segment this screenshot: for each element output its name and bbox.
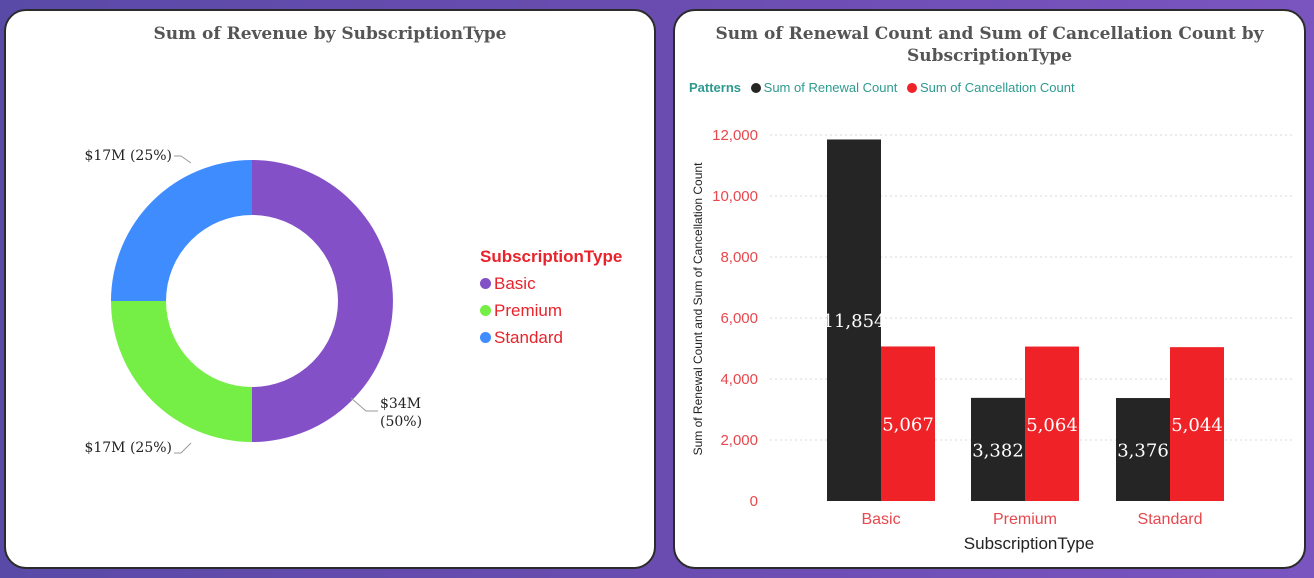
y-axis-label: Sum of Renewal Count and Sum of Cancella… xyxy=(691,162,705,456)
leader-line-premium xyxy=(174,442,192,454)
legend-label-premium: Premium xyxy=(494,301,563,320)
donut-legend: SubscriptionType Basic Premium Standard xyxy=(480,247,622,355)
legend-dot-cancellation xyxy=(906,83,917,93)
bar-cancellation-basic[interactable] xyxy=(881,346,935,501)
legend-label-standard: Standard xyxy=(494,328,563,347)
legend-dot-standard xyxy=(480,332,491,343)
bar-chart: 0 2,000 4,000 6,000 8,000 10,000 12,000 Sum of … xyxy=(691,127,1295,553)
legend-item-standard[interactable]: Standard xyxy=(480,328,622,348)
data-label-premium: $17M (25%) xyxy=(84,440,172,456)
x-tick-label-basic: Basic xyxy=(861,511,900,528)
leader-line-basic xyxy=(350,397,378,412)
x-tick-label-standard: Standard xyxy=(1138,511,1203,528)
renewal-cancellation-bar-card: Sum of Renewal Count and Sum of Cancella… xyxy=(673,9,1306,569)
bar-value-label: 5,044 xyxy=(1171,415,1223,436)
x-tick-label-premium: Premium xyxy=(993,511,1057,528)
bar-value-label: 3,382 xyxy=(972,440,1024,461)
y-tick-label: 6,000 xyxy=(720,310,758,327)
donut-legend-title: SubscriptionType xyxy=(480,247,623,266)
y-tick-label: 0 xyxy=(750,493,758,510)
y-tick-label: 8,000 xyxy=(720,249,758,266)
legend-dot-renewal xyxy=(750,83,761,93)
legend-item-premium[interactable]: Premium xyxy=(480,301,622,321)
x-axis-label: SubscriptionType xyxy=(964,534,1094,553)
legend-item-basic[interactable]: Basic xyxy=(480,274,622,294)
bar-renewal-standard[interactable] xyxy=(1116,398,1170,501)
data-label-basic: $34M xyxy=(380,396,421,412)
bar-legend-title: Patterns xyxy=(689,80,742,95)
data-label-basic-pct: (50%) xyxy=(380,414,422,430)
y-tick-label: 10,000 xyxy=(712,188,758,205)
bar-cancellation-premium[interactable] xyxy=(1025,346,1079,501)
donut-slice-premium[interactable] xyxy=(111,301,252,442)
data-label-standard: $17M (25%) xyxy=(84,148,172,164)
bar-value-label: 5,064 xyxy=(1026,415,1078,436)
revenue-donut-card: Sum of Revenue by SubscriptionType $34M (… xyxy=(4,9,656,569)
bar-cancellation-standard[interactable] xyxy=(1170,347,1224,501)
bar-renewal-basic[interactable] xyxy=(827,139,881,501)
legend-label-renewal: Sum of Renewal Count xyxy=(763,80,898,95)
legend-dot-basic xyxy=(480,278,491,289)
y-tick-label: 2,000 xyxy=(720,432,758,449)
legend-item-cancellation[interactable]: Sum of Cancellation Count xyxy=(906,80,1075,95)
legend-label-cancellation: Sum of Cancellation Count xyxy=(919,80,1075,95)
bar-renewal-premium[interactable] xyxy=(971,397,1025,501)
bar-value-label: 3,376 xyxy=(1117,441,1169,462)
legend-label-basic: Basic xyxy=(494,274,536,293)
legend-dot-premium xyxy=(480,305,491,316)
bar-legend: Patterns Sum of Renewal Count Sum of Can… xyxy=(689,80,1081,95)
donut-slice-standard[interactable] xyxy=(111,160,252,301)
donut-chart: $34M (50%) $17M (25%) $17M (25%) xyxy=(84,148,422,456)
y-tick-label: 12,000 xyxy=(712,127,758,144)
y-tick-label: 4,000 xyxy=(720,371,758,388)
bar-value-label: 11,854 xyxy=(823,311,886,332)
bar-chart-title: Sum of Renewal Count and Sum of Cancella… xyxy=(715,24,1264,66)
donut-slice-basic[interactable] xyxy=(252,160,393,442)
bar-value-label: 5,067 xyxy=(882,415,934,436)
legend-item-renewal[interactable]: Sum of Renewal Count xyxy=(750,80,898,95)
leader-line-standard xyxy=(174,155,192,164)
donut-chart-title: Sum of Revenue by SubscriptionType xyxy=(153,24,507,44)
